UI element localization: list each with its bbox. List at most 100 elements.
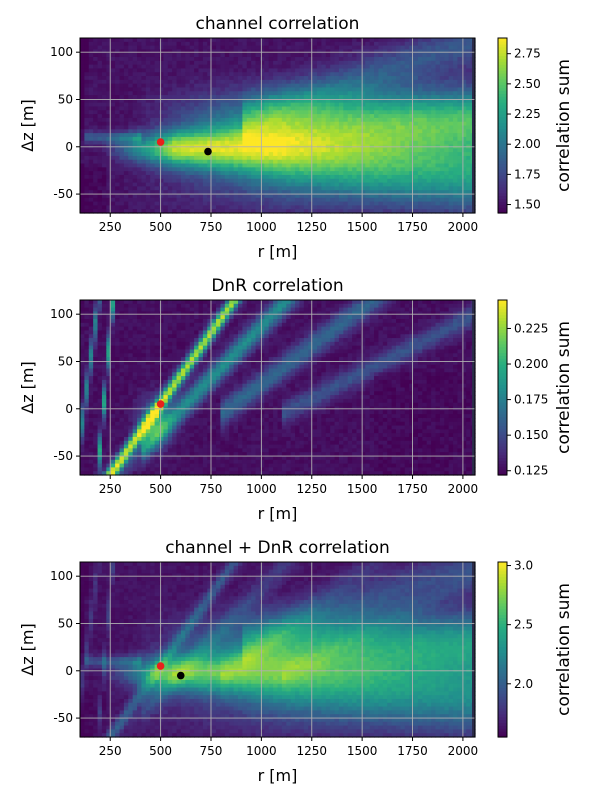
heatmap-cell <box>106 330 112 335</box>
heatmap-cell <box>312 41 318 47</box>
heatmap-cell <box>229 79 235 85</box>
heatmap-cell <box>84 421 90 427</box>
heatmap-cell <box>137 319 143 324</box>
heatmap-cell <box>303 114 309 119</box>
heatmap-cell <box>317 121 322 127</box>
heatmap-cell <box>264 174 270 180</box>
heatmap-cell <box>277 45 283 51</box>
heatmap-cell <box>422 125 428 130</box>
heatmap-cell <box>185 57 191 62</box>
heatmap-cell <box>299 98 305 104</box>
heatmap-cell <box>347 205 353 210</box>
heatmap-cell <box>106 83 112 89</box>
heatmap-cell <box>299 53 305 58</box>
heatmap-cell <box>159 205 164 210</box>
heatmap-cell <box>378 129 384 134</box>
heatmap-cell <box>308 193 314 199</box>
heatmap-cell <box>246 117 252 123</box>
heatmap-cell <box>123 455 129 461</box>
heatmap-cell <box>110 452 116 457</box>
heatmap-cell <box>211 193 217 199</box>
heatmap-cell <box>180 209 186 214</box>
heatmap-cell <box>194 148 200 153</box>
heatmap-cell <box>453 125 459 130</box>
heatmap-cell <box>347 186 353 191</box>
heatmap-cell <box>387 72 393 77</box>
heatmap-cell <box>330 133 336 138</box>
heatmap-cell <box>128 398 134 404</box>
heatmap-cell <box>400 209 406 214</box>
heatmap-cell <box>167 140 173 146</box>
heatmap-cell <box>317 193 322 199</box>
heatmap-cell <box>123 398 129 404</box>
heatmap-cell <box>360 38 366 43</box>
colorbar-segment <box>498 201 507 205</box>
heatmap-cell <box>167 125 173 130</box>
heatmap-cell <box>369 178 375 184</box>
heatmap-cell <box>453 72 459 77</box>
heatmap-cell <box>106 68 112 73</box>
colorbar-segment <box>498 87 507 92</box>
heatmap-cell <box>439 106 445 111</box>
heatmap-cell <box>110 87 116 92</box>
heatmap-cell <box>246 106 252 111</box>
heatmap-cell <box>172 102 178 108</box>
heatmap-cell <box>233 125 239 130</box>
heatmap-cell <box>457 136 463 142</box>
heatmap-cell <box>216 45 222 51</box>
heatmap-cell <box>325 129 331 134</box>
heatmap-cell <box>101 186 107 191</box>
heatmap-cell <box>176 209 182 214</box>
heatmap-cell <box>268 95 274 100</box>
heatmap-cell <box>106 178 112 184</box>
heatmap-cell <box>80 360 85 366</box>
heatmap-cell <box>145 79 151 85</box>
heatmap-cell <box>123 357 129 362</box>
y-axis-label: Δz [m] <box>18 99 37 152</box>
heatmap-cell <box>273 64 279 70</box>
heatmap-cell <box>343 193 349 199</box>
heatmap-cell <box>216 95 222 100</box>
heatmap-cell <box>132 38 138 43</box>
heatmap-cell <box>93 171 99 176</box>
heatmap-cell <box>180 98 186 104</box>
heatmap-cell <box>211 91 217 96</box>
heatmap-cell <box>110 136 116 142</box>
heatmap-cell <box>426 117 432 123</box>
heatmap-cell <box>374 114 380 119</box>
heatmap-cell <box>88 379 94 385</box>
heatmap-cell <box>303 152 309 157</box>
heatmap-cell <box>290 209 296 214</box>
heatmap-cell <box>189 57 195 62</box>
heatmap-cell <box>194 209 200 214</box>
heatmap-cell <box>229 174 235 180</box>
heatmap-cell <box>207 209 213 214</box>
heatmap-cell <box>422 95 428 100</box>
heatmap-cell <box>84 330 90 335</box>
heatmap-cell <box>119 338 125 343</box>
heatmap-cell <box>93 398 99 404</box>
heatmap-cell <box>242 76 248 81</box>
heatmap-cell <box>145 429 151 434</box>
heatmap-cell <box>448 121 454 127</box>
heatmap-cell <box>255 38 261 43</box>
heatmap-cell <box>273 95 279 100</box>
heatmap-cell <box>101 455 107 461</box>
heatmap-cell <box>369 110 375 115</box>
heatmap-cell <box>154 79 160 85</box>
heatmap-cell <box>268 193 274 199</box>
heatmap-cell <box>435 140 441 146</box>
heatmap-cell <box>229 95 235 100</box>
heatmap-cell <box>128 41 134 47</box>
heatmap-cell <box>431 159 437 165</box>
heatmap-cell <box>141 64 147 70</box>
heatmap-cell <box>382 182 388 187</box>
heatmap-cell <box>400 64 406 70</box>
heatmap-cell <box>290 98 296 104</box>
heatmap-cell <box>299 68 305 73</box>
heatmap-cell <box>396 117 401 123</box>
heatmap-cell <box>360 133 366 138</box>
heatmap-cell <box>417 49 423 54</box>
heatmap-cell <box>93 205 99 210</box>
colorbar-segment <box>498 210 507 214</box>
